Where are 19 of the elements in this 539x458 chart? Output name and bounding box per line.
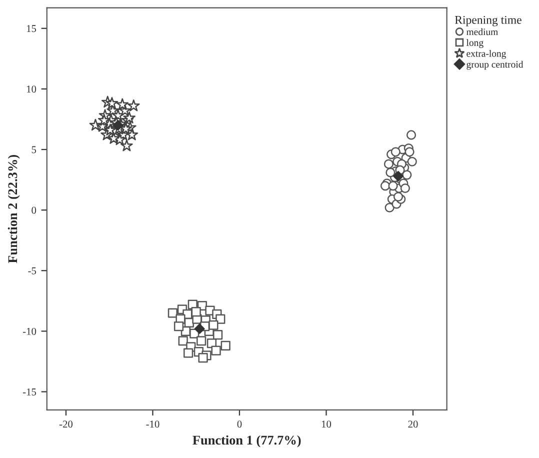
legend-label: group centroid <box>466 60 524 70</box>
legend-label: extra-long <box>466 50 506 59</box>
x-tick-label: -10 <box>146 420 160 428</box>
legend-title: Ripening time <box>454 16 522 26</box>
y-tick-label: -5 <box>28 267 36 274</box>
y-axis-title: Function 2 (22.3%) <box>8 155 20 264</box>
x-tick-label: -20 <box>59 420 73 428</box>
y-tick-label: 15 <box>26 25 36 32</box>
y-tick-label: 5 <box>32 146 36 154</box>
y-tick-label: -10 <box>22 328 36 335</box>
x-tick-label: 0 <box>237 420 242 428</box>
x-axis-title: Function 1 (77.7%) <box>192 435 301 448</box>
x-tick-label: 20 <box>408 420 418 428</box>
y-tick-label: -15 <box>22 388 36 396</box>
legend-label: long <box>466 39 484 48</box>
x-tick-label: 10 <box>322 420 332 428</box>
y-tick-label: 0 <box>32 206 36 214</box>
legend-label: medium <box>466 28 498 36</box>
y-tick-label: 10 <box>26 86 36 93</box>
